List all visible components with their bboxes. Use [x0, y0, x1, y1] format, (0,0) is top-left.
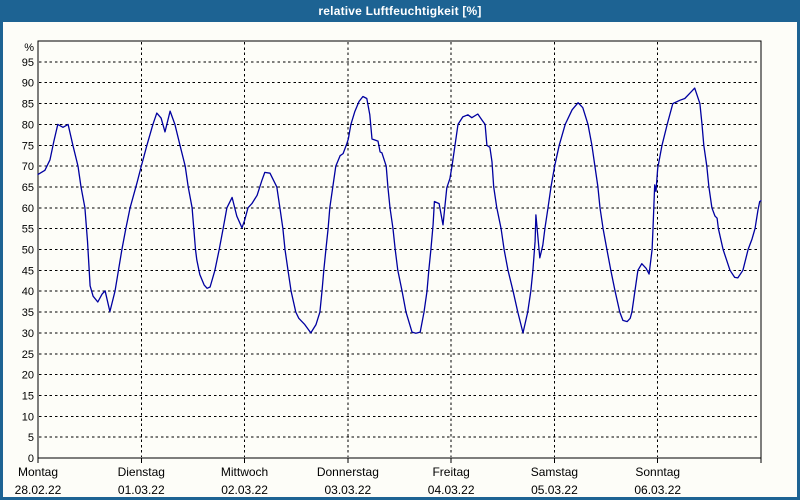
y-tick-label: 85 — [22, 99, 34, 111]
x-day-label: Dienstag — [118, 465, 165, 479]
x-day-label: Sonntag — [635, 465, 680, 479]
x-date-label: 02.03.22 — [221, 483, 268, 497]
x-day-label: Montag — [18, 465, 58, 479]
humidity-line-chart: % 0 5 10 15 20 25 30 35 40 45 50 55 60 65 70 75 80 85 90 95 M… — [15, 40, 762, 497]
y-gridlines — [39, 61, 760, 438]
x-date-label: 03.03.22 — [324, 483, 371, 497]
y-tick-label: 20 — [22, 370, 34, 382]
x-date-label: 05.03.22 — [531, 483, 578, 497]
x-date-label: 28.02.22 — [15, 483, 62, 497]
chart-title: relative Luftfeuchtigkeit [%] — [318, 4, 482, 18]
y-tick-label: 40 — [22, 286, 34, 298]
y-tick-label: 35 — [22, 307, 34, 319]
y-tick-label: 25 — [22, 349, 34, 361]
y-axis-unit-label: % — [24, 42, 34, 54]
y-tick-label: 0 — [28, 453, 34, 465]
chart-area: % 0 5 10 15 20 25 30 35 40 45 50 55 60 65 70 75 80 85 90 95 M… — [3, 22, 797, 497]
y-tick-label: 95 — [22, 57, 34, 69]
x-day-label: Samstag — [531, 465, 578, 479]
y-tick-label: 50 — [22, 245, 34, 257]
y-tick-label: 15 — [22, 390, 34, 402]
x-date-label: 04.03.22 — [428, 483, 475, 497]
x-axis-ticks — [37, 458, 762, 463]
y-tick-label: 70 — [22, 161, 34, 173]
y-tick-label: 80 — [22, 119, 34, 131]
plot-border — [37, 40, 762, 459]
y-tick-label: 45 — [22, 265, 34, 277]
y-tick-label: 30 — [22, 328, 34, 340]
y-tick-label: 75 — [22, 140, 34, 152]
x-day-label: Donnerstag — [317, 465, 379, 479]
x-day-label: Mittwoch — [221, 465, 268, 479]
y-tick-label: 90 — [22, 78, 34, 90]
y-tick-labels: % 0 5 10 15 20 25 30 35 40 45 50 55 60 65 70 75 80 85 90 95 — [22, 42, 34, 465]
x-date-label: 06.03.22 — [634, 483, 681, 497]
y-tick-label: 5 — [28, 432, 34, 444]
x-day-label: Freitag — [432, 465, 469, 479]
y-tick-label: 10 — [22, 411, 34, 423]
y-tick-label: 55 — [22, 224, 34, 236]
y-tick-label: 65 — [22, 182, 34, 194]
y-tick-label: 60 — [22, 203, 34, 215]
humidity-series-line — [37, 87, 762, 334]
title-bar: relative Luftfeuchtigkeit [%] — [0, 0, 800, 22]
x-gridlines — [140, 42, 659, 457]
x-date-label: 01.03.22 — [118, 483, 165, 497]
x-axis-labels: Montag 28.02.22 Dienstag 01.03.22 Mittwoch 02… — [15, 465, 682, 497]
